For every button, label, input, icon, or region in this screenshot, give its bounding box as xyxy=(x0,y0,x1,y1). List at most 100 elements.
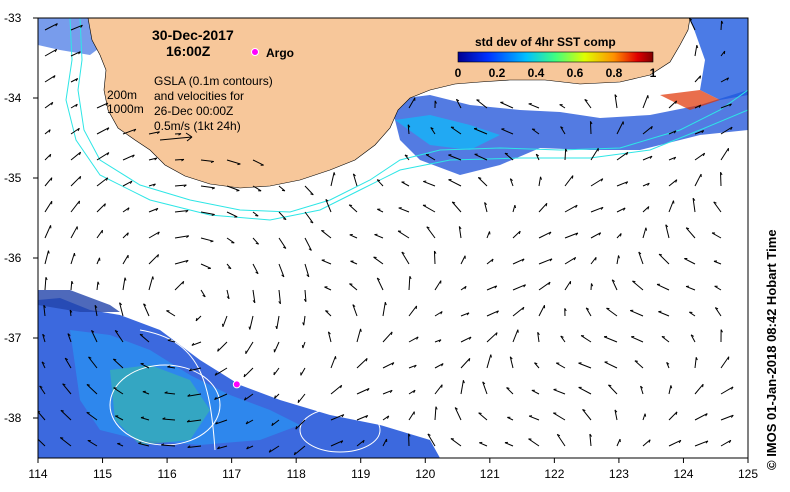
velocity-arrow xyxy=(564,232,579,239)
velocity-arrow xyxy=(616,438,621,447)
velocity-arrow xyxy=(506,387,514,395)
velocity-arrowhead xyxy=(670,385,673,389)
velocity-arrowhead xyxy=(187,394,191,397)
velocity-arrow xyxy=(689,311,696,317)
velocity-arrowhead xyxy=(140,416,145,419)
velocity-arrow xyxy=(538,281,551,291)
velocity-arrowhead xyxy=(434,100,437,104)
velocity-arrow xyxy=(694,75,701,83)
velocity-arrow xyxy=(616,151,629,161)
velocity-arrowhead xyxy=(252,300,256,304)
velocity-arrowhead xyxy=(69,309,73,313)
velocity-arrowhead xyxy=(391,362,395,366)
velocity-arrow xyxy=(70,253,75,265)
velocity-arrow xyxy=(476,99,488,109)
velocity-arrowhead xyxy=(114,330,119,333)
velocity-arrow xyxy=(634,360,644,369)
velocity-arrowhead xyxy=(154,157,158,161)
velocity-arrow xyxy=(658,253,670,265)
velocity-arrowhead xyxy=(389,390,393,393)
velocity-arrow xyxy=(501,128,514,135)
velocity-arrow xyxy=(538,231,552,239)
velocity-arrowhead xyxy=(365,415,369,419)
velocity-arrowhead xyxy=(387,415,390,419)
velocity-arrow xyxy=(44,225,52,239)
velocity-arrowhead xyxy=(506,387,510,389)
velocity-arrowhead xyxy=(106,127,110,131)
velocity-arrow xyxy=(174,158,184,161)
velocity-arrowhead xyxy=(626,152,629,156)
velocity-arrow xyxy=(44,177,53,187)
velocity-arrow xyxy=(720,147,729,161)
credit-text: © IMOS 01-Jan-2018 08:42 Hobart Time xyxy=(764,229,779,470)
velocity-arrow xyxy=(187,445,202,448)
velocity-arrow xyxy=(668,439,682,447)
velocity-arrow xyxy=(376,277,384,291)
colorbar-tick-label: 0.2 xyxy=(489,66,506,80)
velocity-arrowhead xyxy=(129,180,133,184)
velocity-arrow xyxy=(611,279,618,291)
velocity-arrow xyxy=(668,156,676,161)
velocity-arrow xyxy=(616,255,619,265)
velocity-arrow xyxy=(408,97,416,109)
velocity-arrow xyxy=(694,45,698,57)
velocity-arrowhead xyxy=(413,364,417,368)
velocity-arrow xyxy=(642,182,650,187)
velocity-arrow xyxy=(122,154,135,161)
velocity-arrowhead xyxy=(75,78,79,82)
velocity-arrowhead xyxy=(104,203,106,207)
velocity-arrow xyxy=(560,335,566,343)
velocity-arrow xyxy=(174,259,189,265)
velocity-arrow xyxy=(638,251,644,265)
velocity-arrowhead xyxy=(97,281,100,285)
velocity-arrowhead xyxy=(349,204,353,207)
velocity-arrowhead xyxy=(214,396,217,400)
velocity-arrow xyxy=(668,100,677,109)
velocity-arrow xyxy=(616,181,628,187)
velocity-arrowhead xyxy=(632,280,636,283)
velocity-arrowhead xyxy=(435,406,438,410)
velocity-arrowhead xyxy=(91,329,95,333)
velocity-arrowhead xyxy=(535,153,539,157)
velocity-arrow xyxy=(38,411,46,421)
velocity-arrow xyxy=(200,263,211,269)
velocity-arrowhead xyxy=(362,440,365,444)
velocity-arrow xyxy=(70,78,78,83)
velocity-arrowhead xyxy=(537,332,540,336)
velocity-arrowhead xyxy=(496,310,499,314)
velocity-arrow xyxy=(96,281,99,291)
velocity-arrow xyxy=(694,440,709,447)
velocity-arrowhead xyxy=(478,412,482,414)
velocity-arrow xyxy=(427,433,436,447)
velocity-arrowhead xyxy=(127,207,130,211)
velocity-arrow xyxy=(330,414,345,421)
velocity-arrowhead xyxy=(726,77,730,81)
velocity-arrow xyxy=(426,226,436,239)
velocity-arrowhead xyxy=(401,251,405,255)
velocity-arrow xyxy=(486,258,494,265)
velocity-arrow xyxy=(504,442,514,447)
velocity-arrow xyxy=(214,393,228,401)
velocity-arrowhead xyxy=(518,230,521,235)
velocity-arrowhead xyxy=(211,214,215,216)
velocity-arrowhead xyxy=(731,386,734,390)
velocity-arrowhead xyxy=(167,339,171,341)
velocity-arrowhead xyxy=(328,331,331,335)
velocity-arrow xyxy=(96,257,100,265)
velocity-arrow xyxy=(44,250,49,265)
velocity-arrowhead xyxy=(255,271,259,275)
velocity-arrow xyxy=(486,354,492,369)
velocity-arrow xyxy=(458,226,462,239)
velocity-arrow xyxy=(174,210,189,213)
velocity-arrowhead xyxy=(426,226,430,229)
velocity-arrow xyxy=(148,231,160,239)
velocity-arrowhead xyxy=(42,333,46,337)
colorbar-title: std dev of 4hr SST comp xyxy=(475,35,616,49)
velocity-arrowhead xyxy=(702,152,706,157)
velocity-arrowhead xyxy=(408,433,411,437)
velocity-arrow xyxy=(96,177,108,187)
velocity-arrow xyxy=(217,445,228,450)
velocity-arrowhead xyxy=(456,98,460,102)
velocity-arrow xyxy=(434,339,442,343)
colorbar-tick-label: 0 xyxy=(455,66,462,80)
